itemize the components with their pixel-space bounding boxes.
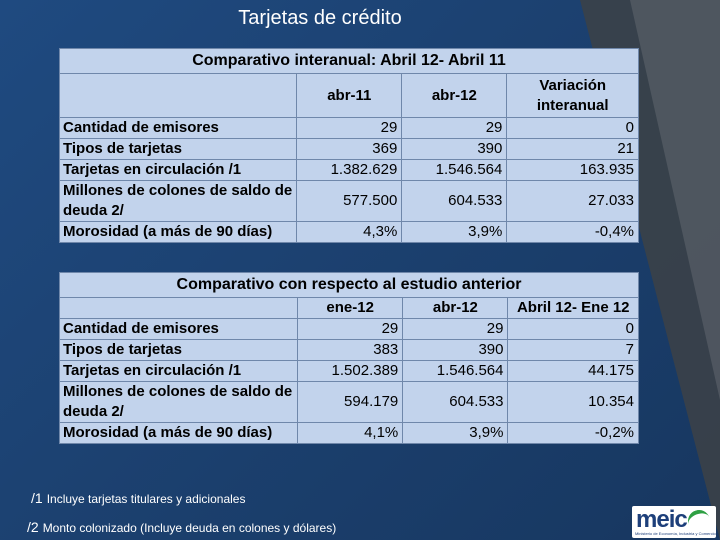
cell-value: 29 (296, 117, 403, 139)
row-label: Cantidad de emisores (58, 318, 299, 340)
corner-decoration-light (630, 0, 720, 400)
row-label: Tarjetas en circulación /1 (58, 159, 298, 181)
column-header: abr-12 (402, 297, 509, 319)
row-label: Tarjetas en circulación /1 (58, 360, 299, 382)
cell-value: 594.179 (297, 381, 404, 423)
table-row: Tipos de tarjetas 369 390 21 (58, 138, 639, 160)
table-banner: Comparativo interanual: Abril 12- Abril … (59, 48, 639, 74)
logo-wordmark: meic (636, 506, 688, 533)
table-row: Tipos de tarjetas 383 390 7 (58, 339, 639, 361)
footnote-mark: /1 (31, 490, 43, 506)
table-row: Tarjetas en circulación /1 1.502.389 1.5… (58, 360, 639, 382)
cell-value: 7 (507, 339, 639, 361)
row-label: Tipos de tarjetas (58, 339, 299, 361)
cell-value: 27.033 (506, 180, 639, 222)
table-row: Cantidad de emisores 29 29 0 (58, 117, 639, 139)
footnote-2: /2 Monto colonizado (Incluye deuda en col… (27, 519, 336, 535)
table-previous-study: Comparativo con respecto al estudio ante… (58, 272, 639, 444)
cell-value: 1.502.389 (297, 360, 404, 382)
cell-value: 4,1% (297, 422, 404, 444)
table-row: Morosidad (a más de 90 días) 4,1% 3,9% -… (58, 422, 639, 444)
cell-value: 3,9% (402, 422, 509, 444)
slide-title: Tarjetas de crédito (238, 7, 402, 29)
table-row: Cantidad de emisores 29 29 0 (58, 318, 639, 340)
footnote-mark: /2 (27, 519, 39, 535)
cell-value: 390 (401, 138, 508, 160)
footnote-text: Incluye tarjetas titulares y adicionales (46, 492, 246, 506)
row-label: Tipos de tarjetas (58, 138, 298, 160)
cell-value: 3,9% (401, 221, 508, 243)
cell-value: 10.354 (507, 381, 639, 423)
cell-value: 0 (507, 318, 639, 340)
cell-value: 383 (297, 339, 404, 361)
row-label: Millones de colones de saldo de deuda 2/ (58, 180, 298, 222)
cell-value: 369 (296, 138, 403, 160)
cell-value: 604.533 (402, 381, 509, 423)
table-row: Millones de colones de saldo de deuda 2/… (58, 381, 639, 423)
cell-value: 1.382.629 (296, 159, 403, 181)
column-header: abr-12 (401, 73, 508, 118)
table-row: Millones de colones de saldo de deuda 2/… (58, 180, 639, 222)
cell-value: 577.500 (296, 180, 403, 222)
cell-value: 1.546.564 (401, 159, 508, 181)
meic-logo: meic Ministerio de Economía, Industria y… (632, 506, 716, 538)
column-header: abr-11 (296, 73, 403, 118)
cell-value: 29 (297, 318, 404, 340)
row-label: Morosidad (a más de 90 días) (58, 422, 299, 444)
row-label: Millones de colones de saldo de deuda 2/ (58, 381, 299, 423)
cell-value: 604.533 (401, 180, 508, 222)
cell-value: 21 (506, 138, 639, 160)
table-interannual: Comparativo interanual: Abril 12- Abril … (58, 48, 639, 243)
cell-value: 29 (401, 117, 508, 139)
footnote-1: /1 Incluye tarjetas titulares y adicional… (31, 490, 245, 506)
cell-value: 163.935 (506, 159, 639, 181)
cell-value: -0,4% (506, 221, 639, 243)
header-blank (58, 297, 299, 319)
cell-value: 0 (506, 117, 639, 139)
cell-value: 44.175 (507, 360, 639, 382)
table-row: Tarjetas en circulación /1 1.382.629 1.5… (58, 159, 639, 181)
cell-value: 4,3% (296, 221, 403, 243)
cell-value: 1.546.564 (402, 360, 509, 382)
row-label: Morosidad (a más de 90 días) (58, 221, 298, 243)
footnote-text: Monto colonizado (Incluye deuda en colon… (42, 521, 337, 535)
logo-tagline: Ministerio de Economía, Industria y Come… (635, 531, 716, 536)
cell-value: 390 (402, 339, 509, 361)
table-banner: Comparativo con respecto al estudio ante… (59, 272, 639, 298)
cell-value: -0,2% (507, 422, 639, 444)
column-header: Variación interanual (506, 73, 639, 118)
header-blank (58, 73, 298, 118)
table-row: Morosidad (a más de 90 días) 4,3% 3,9% -… (58, 221, 639, 243)
column-header: ene-12 (297, 297, 404, 319)
row-label: Cantidad de emisores (58, 117, 298, 139)
cell-value: 29 (402, 318, 509, 340)
column-header: Abril 12- Ene 12 (507, 297, 639, 319)
